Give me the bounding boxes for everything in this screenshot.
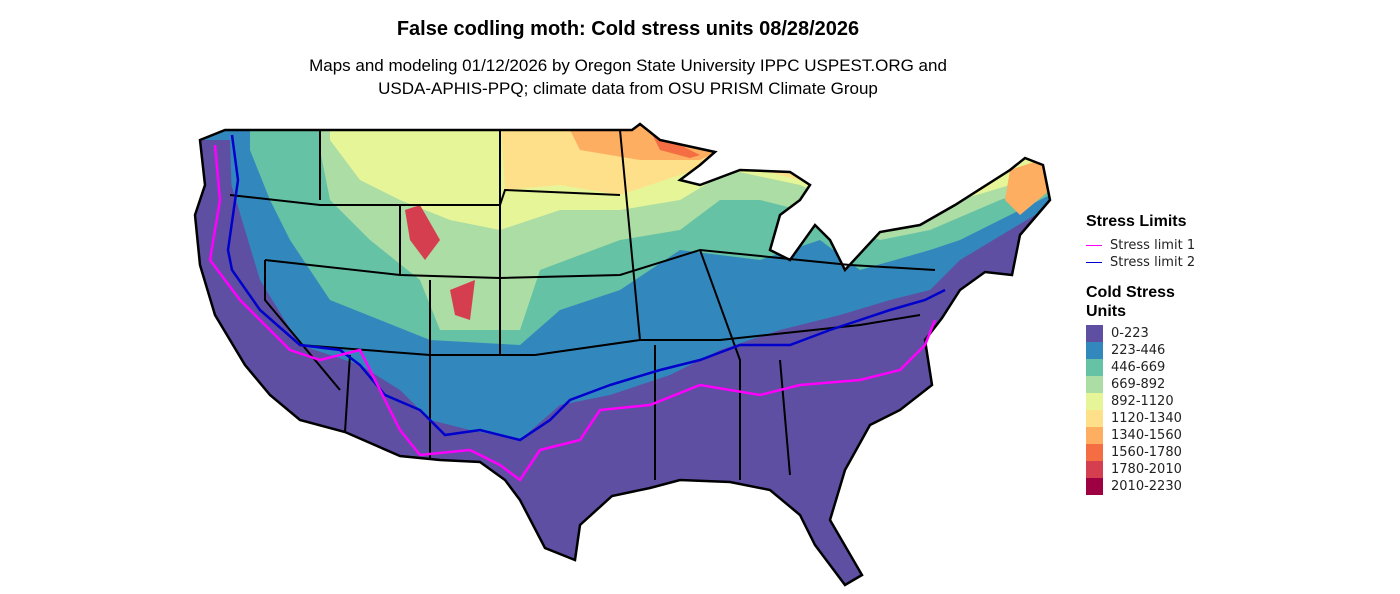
legend-bin-label: 1560-1780 [1111,445,1182,460]
legend-bin-2010-2230: 2010-2230 [1086,478,1195,495]
stress-limits-legend-title: Stress Limits [1086,213,1187,230]
legend-bin-label: 2010-2230 [1111,479,1182,494]
color-swatch [1086,444,1103,461]
map-title: False codling moth: Cold stress units 08… [396,18,860,40]
color-swatch [1086,325,1103,342]
magenta-line-key-icon [1086,245,1102,246]
legend-bin-1120-1340: 1120-1340 [1086,410,1195,427]
color-swatch [1086,478,1103,495]
legend-bin-0-223: 0-223 [1086,325,1195,342]
legend-title-line: Units [1086,303,1126,320]
legend-bin-label: 669-892 [1111,377,1166,392]
stress-limit-1-line [208,144,937,482]
legend-label: Stress limit 2 [1110,255,1196,270]
color-swatch [1086,393,1103,410]
legend-item-stress-limit-2: Stress limit 2 [1086,254,1195,271]
map-subtitle: Maps and modeling 01/12/2026 by Oregon S… [278,54,978,100]
subtitle-line-1: Maps and modeling 01/12/2026 by Oregon S… [309,56,947,75]
legend-bin-label: 223-446 [1111,343,1166,358]
color-swatch [1086,427,1103,444]
legend-bin-label: 1340-1560 [1111,428,1182,443]
legend-item-stress-limit-1: Stress limit 1 [1086,237,1195,254]
state-borders [229,129,936,480]
legend-bin-669-892: 669-892 [1086,376,1195,393]
legend-bin-1560-1780: 1560-1780 [1086,444,1195,461]
cold-stress-bins: 0-223 223-446 446-669 669-892 892-1120 1120-1… [1086,325,1195,495]
legend: Stress Limits Stress limit 1 Stress limi… [1086,212,1195,495]
cold-stress-1780-2010-region [405,205,475,320]
legend-bin-label: 446-669 [1111,360,1166,375]
legend-bin-1340-1560: 1340-1560 [1086,427,1195,444]
legend-title-line: Cold Stress [1086,284,1175,301]
legend-label: Stress limit 1 [1110,238,1196,253]
blue-line-key-icon [1086,262,1102,263]
subtitle-line-2: USDA-APHIS-PPQ; climate data from OSU PR… [378,79,878,98]
state-border [264,129,791,480]
legend-bin-1780-2010: 1780-2010 [1086,461,1195,478]
state-border [229,188,621,206]
west-coast-low-stress-region [200,140,300,380]
legend-bin-label: 0-223 [1111,326,1149,341]
color-swatch [1086,376,1103,393]
color-swatch [1086,342,1103,359]
cold-stress-units-legend-title: Cold Stress Units [1086,283,1195,321]
color-swatch [1086,461,1103,478]
legend-bin-label: 1780-2010 [1111,462,1182,477]
legend-bin-223-446: 223-446 [1086,342,1195,359]
legend-bin-label: 892-1120 [1111,394,1174,409]
color-swatch [1086,410,1103,427]
legend-bin-446-669: 446-669 [1086,359,1195,376]
legend-bin-label: 1120-1340 [1111,411,1182,426]
color-swatch [1086,359,1103,376]
stress-limit-2-line [226,134,946,442]
legend-bin-892-1120: 892-1120 [1086,393,1195,410]
